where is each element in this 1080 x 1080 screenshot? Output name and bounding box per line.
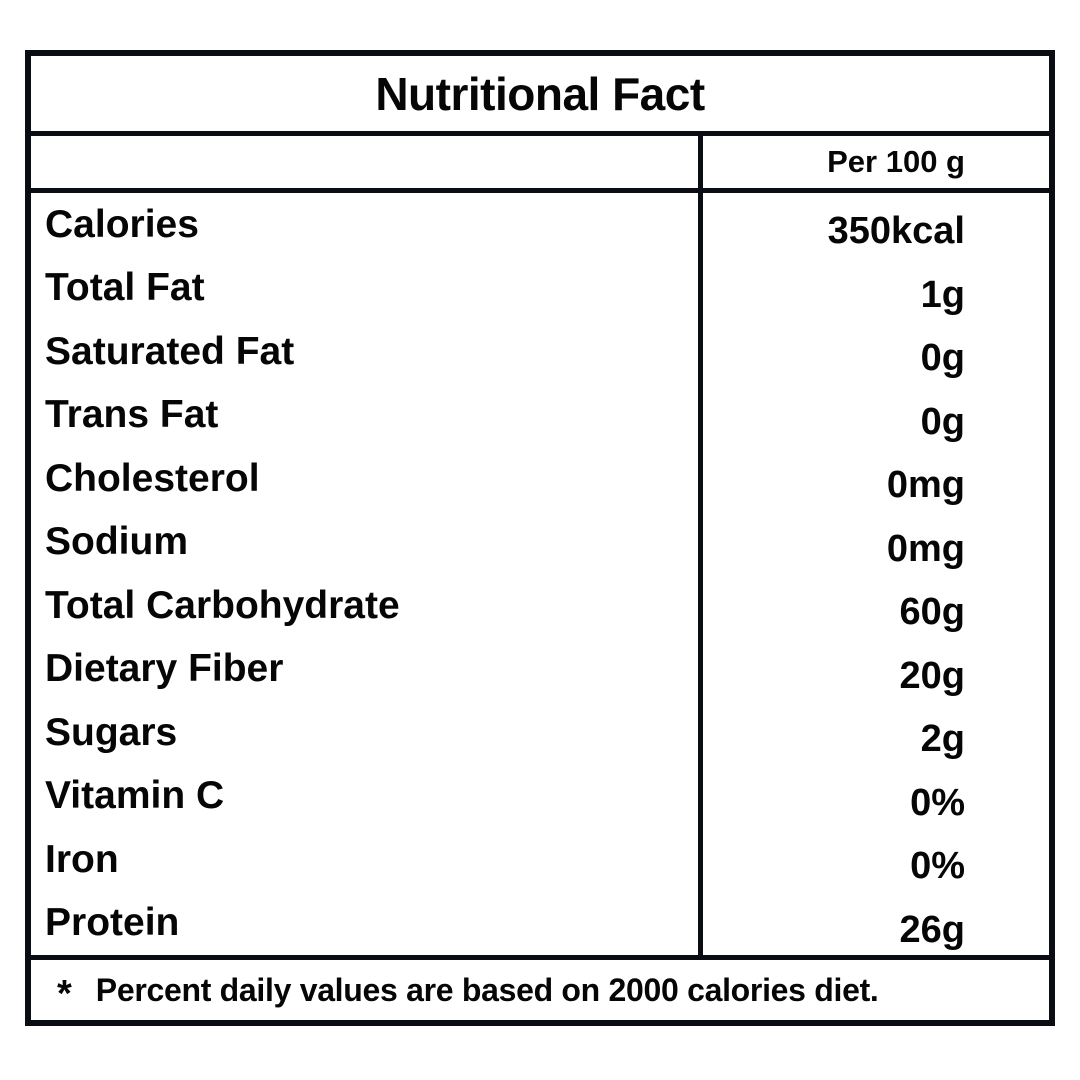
nutrient-name: Protein (45, 901, 180, 945)
table-row: Iron 0% (31, 828, 1049, 892)
nutrient-name: Total Carbohydrate (45, 583, 400, 627)
nutrient-name: Cholesterol (45, 456, 260, 500)
nutrient-value: 26g (899, 908, 965, 951)
nutrient-value: 0g (920, 337, 965, 380)
column-header-empty-cell (31, 136, 703, 188)
nutrient-value: 0% (910, 845, 965, 888)
nutrient-value: 2g (920, 718, 965, 761)
nutrient-value: 0mg (886, 527, 965, 570)
column-header-cell: Per 100 g (703, 136, 1049, 188)
table-row: Sodium 0mg (31, 511, 1049, 575)
nutrient-name: Sugars (45, 710, 178, 754)
nutrient-value: 0mg (886, 464, 965, 507)
table-title: Nutritional Fact (375, 67, 705, 120)
nutrition-facts-table: Nutritional Fact Per 100 g Calories 350k… (25, 50, 1055, 1026)
table-row: Vitamin C 0% (31, 765, 1049, 829)
nutrient-value: 20g (899, 654, 965, 697)
nutrient-name: Iron (45, 837, 119, 881)
nutrient-value: 0% (910, 781, 965, 824)
asterisk-marker: * (57, 972, 72, 1015)
table-row: Dietary Fiber 20g (31, 638, 1049, 702)
nutrient-name: Saturated Fat (45, 329, 295, 373)
nutrient-name: Dietary Fiber (45, 647, 284, 691)
nutrient-name: Vitamin C (45, 774, 225, 818)
table-row: Saturated Fat 0g (31, 320, 1049, 384)
table-row: Protein 26g (31, 892, 1049, 956)
nutrient-name: Trans Fat (45, 393, 219, 437)
nutrient-name: Sodium (45, 520, 188, 564)
table-row: Total Carbohydrate 60g (31, 574, 1049, 638)
nutrient-name: Total Fat (45, 266, 205, 310)
table-title-row: Nutritional Fact (31, 56, 1049, 136)
per-100g-header: Per 100 g (827, 144, 965, 179)
nutrient-name: Calories (45, 202, 199, 246)
table-row: Trans Fat 0g (31, 384, 1049, 448)
nutrient-rows: Calories 350kcal Total Fat 1g Saturated … (31, 193, 1049, 955)
nutrient-value: 0g (920, 400, 965, 443)
column-divider (698, 193, 703, 955)
nutrient-value: 1g (920, 273, 965, 316)
table-row: Cholesterol 0mg (31, 447, 1049, 511)
nutrient-value: 350kcal (827, 210, 965, 253)
footnote-text: Percent daily values are based on 2000 c… (95, 971, 879, 1008)
table-row: Total Fat 1g (31, 257, 1049, 321)
nutrient-value: 60g (899, 591, 965, 634)
table-row: Sugars 2g (31, 701, 1049, 765)
footnote-row: * Percent daily values are based on 2000… (31, 955, 1049, 1020)
column-header-row: Per 100 g (31, 136, 1049, 193)
table-row: Calories 350kcal (31, 193, 1049, 257)
